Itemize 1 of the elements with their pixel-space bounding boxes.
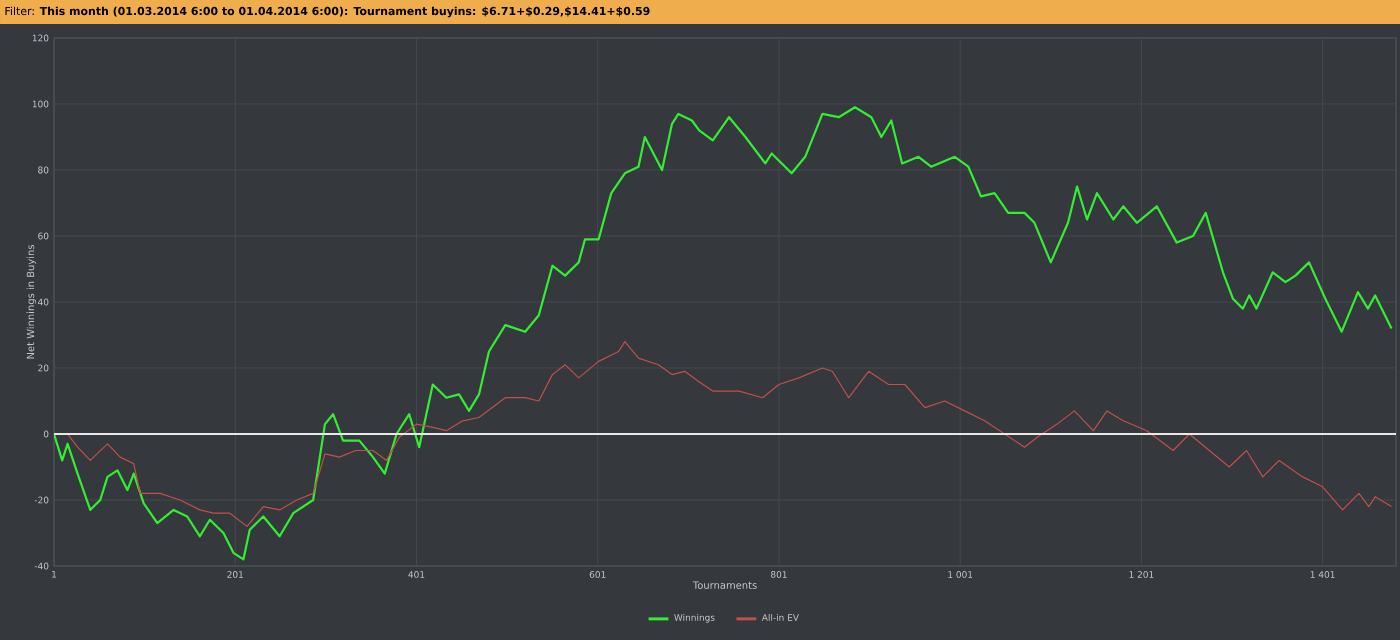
line-series (54, 106, 1393, 561)
